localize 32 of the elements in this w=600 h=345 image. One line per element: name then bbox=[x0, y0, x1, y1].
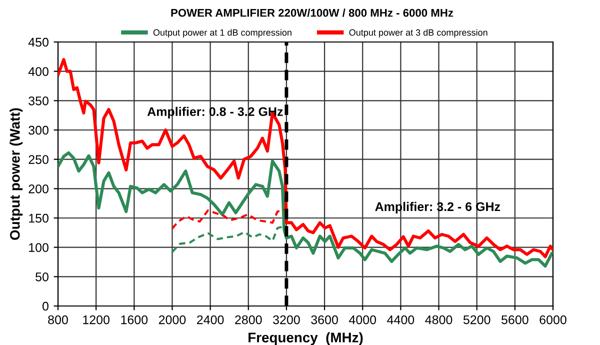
x-tick-label: 3200 bbox=[273, 315, 300, 324]
x-tick-label: 2400 bbox=[197, 315, 224, 324]
x-tick-label: 5600 bbox=[502, 315, 528, 324]
y-tick-label: 100 bbox=[29, 243, 48, 252]
y-tick-label: 250 bbox=[28, 155, 48, 164]
x-tick-label: 4800 bbox=[425, 315, 452, 324]
x-tick-label: 1200 bbox=[83, 315, 110, 324]
x-tick-label: 4000 bbox=[349, 315, 376, 324]
chart-title: POWER AMPLIFIER 220W/100W / 800 MHz - 6000 MHz bbox=[171, 8, 454, 17]
x-tick-label: 800 bbox=[48, 315, 68, 324]
x-tick-label: 3600 bbox=[311, 315, 338, 324]
x-tick-label: 2800 bbox=[235, 315, 262, 324]
legend-label: Output power at 3 dB compression bbox=[349, 29, 488, 38]
x-tick-label: 5200 bbox=[463, 315, 490, 324]
y-tick-label: 400 bbox=[28, 67, 48, 76]
y-axis-title: Output power (Watt) bbox=[10, 108, 23, 240]
x-tick-label: 2000 bbox=[158, 315, 186, 324]
x-tick-label: 6000 bbox=[540, 315, 566, 324]
y-tick-label: 50 bbox=[36, 272, 48, 282]
y-tick-label: 300 bbox=[28, 126, 48, 135]
y-tick-label: 350 bbox=[28, 96, 48, 106]
y-tick-label: 200 bbox=[28, 184, 48, 194]
y-tick-label: 0 bbox=[42, 302, 48, 311]
line-series bbox=[58, 58, 553, 258]
line-series bbox=[58, 151, 553, 268]
line-series bbox=[171, 208, 286, 230]
y-tick-label: 150 bbox=[29, 214, 48, 223]
x-axis-title: Frequency (MHz) bbox=[248, 332, 363, 345]
y-tick-label: 450 bbox=[28, 38, 48, 47]
x-tick-label: 4400 bbox=[387, 315, 414, 324]
x-tick-label: 1600 bbox=[121, 315, 148, 324]
legend-label: Output power at 1 dB compression bbox=[153, 29, 292, 38]
